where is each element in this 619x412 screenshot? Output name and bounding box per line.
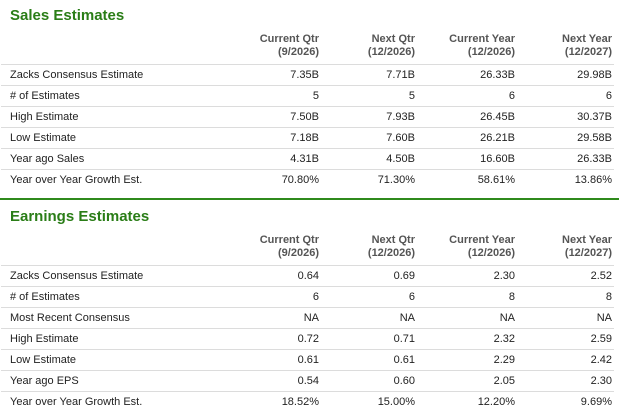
earnings-estimates-table: Current Qtr(9/2026) Next Qtr(12/2026) Cu… (1, 234, 614, 412)
cell-value: 2.05 (417, 371, 517, 392)
table-row: Year ago Sales 4.31B 4.50B 16.60B 26.33B (1, 149, 614, 170)
cell-value: 29.98B (517, 65, 614, 86)
cell-value: 6 (517, 86, 614, 107)
row-label: Year over Year Growth Est. (1, 170, 234, 191)
table-row: Zacks Consensus Estimate 7.35B 7.71B 26.… (1, 65, 614, 86)
table-header-row: Current Qtr(9/2026) Next Qtr(12/2026) Cu… (1, 234, 614, 266)
header-current-year: Current Year(12/2026) (417, 234, 517, 266)
table-row: High Estimate 0.72 0.71 2.32 2.59 (1, 329, 614, 350)
cell-value: 7.18B (234, 128, 321, 149)
cell-value: 2.42 (517, 350, 614, 371)
table-row: Low Estimate 7.18B 7.60B 26.21B 29.58B (1, 128, 614, 149)
table-row: Year ago EPS 0.54 0.60 2.05 2.30 (1, 371, 614, 392)
cell-value: 71.30% (321, 170, 417, 191)
cell-value: 18.52% (234, 392, 321, 412)
cell-value: 2.52 (517, 266, 614, 287)
cell-value: NA (417, 308, 517, 329)
cell-value: 0.61 (234, 350, 321, 371)
sales-estimates-table: Current Qtr(9/2026) Next Qtr(12/2026) Cu… (1, 33, 614, 190)
row-label: Low Estimate (1, 350, 234, 371)
row-label: Low Estimate (1, 128, 234, 149)
header-current-year: Current Year(12/2026) (417, 33, 517, 65)
cell-value: 7.60B (321, 128, 417, 149)
header-next-qtr: Next Qtr(12/2026) (321, 33, 417, 65)
header-next-qtr: Next Qtr(12/2026) (321, 234, 417, 266)
row-label: Year ago EPS (1, 371, 234, 392)
row-label: Year over Year Growth Est. (1, 392, 234, 412)
earnings-estimates-title: Earnings Estimates (0, 208, 619, 230)
cell-value: 2.30 (517, 371, 614, 392)
cell-value: 30.37B (517, 107, 614, 128)
cell-value: 7.71B (321, 65, 417, 86)
cell-value: 26.45B (417, 107, 517, 128)
header-blank (1, 234, 234, 266)
cell-value: 8 (517, 287, 614, 308)
table-row: # of Estimates 6 6 8 8 (1, 287, 614, 308)
row-label: High Estimate (1, 107, 234, 128)
cell-value: 6 (417, 86, 517, 107)
row-label: # of Estimates (1, 287, 234, 308)
cell-value: 7.93B (321, 107, 417, 128)
cell-value: 0.64 (234, 266, 321, 287)
cell-value: 12.20% (417, 392, 517, 412)
cell-value: 2.59 (517, 329, 614, 350)
row-label: Zacks Consensus Estimate (1, 266, 234, 287)
cell-value: 2.32 (417, 329, 517, 350)
cell-value: 0.72 (234, 329, 321, 350)
header-next-year: Next Year(12/2027) (517, 33, 614, 65)
table-row: High Estimate 7.50B 7.93B 26.45B 30.37B (1, 107, 614, 128)
table-row: Low Estimate 0.61 0.61 2.29 2.42 (1, 350, 614, 371)
cell-value: 8 (417, 287, 517, 308)
table-row: Year over Year Growth Est. 18.52% 15.00%… (1, 392, 614, 412)
cell-value: 0.69 (321, 266, 417, 287)
row-label: High Estimate (1, 329, 234, 350)
cell-value: NA (517, 308, 614, 329)
cell-value: 4.31B (234, 149, 321, 170)
cell-value: 29.58B (517, 128, 614, 149)
cell-value: 9.69% (517, 392, 614, 412)
cell-value: 0.71 (321, 329, 417, 350)
cell-value: 2.29 (417, 350, 517, 371)
cell-value: 5 (234, 86, 321, 107)
earnings-estimates-section: Earnings Estimates Current Qtr(9/2026) N… (0, 200, 619, 412)
header-next-year: Next Year(12/2027) (517, 234, 614, 266)
row-label: # of Estimates (1, 86, 234, 107)
cell-value: NA (321, 308, 417, 329)
cell-value: 70.80% (234, 170, 321, 191)
cell-value: 5 (321, 86, 417, 107)
cell-value: 7.50B (234, 107, 321, 128)
row-label: Year ago Sales (1, 149, 234, 170)
cell-value: 6 (321, 287, 417, 308)
row-label: Most Recent Consensus (1, 308, 234, 329)
cell-value: 26.21B (417, 128, 517, 149)
header-current-qtr: Current Qtr(9/2026) (234, 234, 321, 266)
cell-value: 2.30 (417, 266, 517, 287)
table-row: Year over Year Growth Est. 70.80% 71.30%… (1, 170, 614, 191)
sales-estimates-title: Sales Estimates (0, 7, 619, 29)
cell-value: 26.33B (417, 65, 517, 86)
cell-value: 13.86% (517, 170, 614, 191)
table-row: # of Estimates 5 5 6 6 (1, 86, 614, 107)
cell-value: 16.60B (417, 149, 517, 170)
sales-estimates-section: Sales Estimates Current Qtr(9/2026) Next… (0, 0, 619, 190)
cell-value: 7.35B (234, 65, 321, 86)
cell-value: 6 (234, 287, 321, 308)
cell-value: 0.60 (321, 371, 417, 392)
row-label: Zacks Consensus Estimate (1, 65, 234, 86)
cell-value: 0.54 (234, 371, 321, 392)
table-row: Zacks Consensus Estimate 0.64 0.69 2.30 … (1, 266, 614, 287)
table-row: Most Recent Consensus NA NA NA NA (1, 308, 614, 329)
table-header-row: Current Qtr(9/2026) Next Qtr(12/2026) Cu… (1, 33, 614, 65)
cell-value: 0.61 (321, 350, 417, 371)
header-blank (1, 33, 234, 65)
header-current-qtr: Current Qtr(9/2026) (234, 33, 321, 65)
cell-value: 58.61% (417, 170, 517, 191)
cell-value: 15.00% (321, 392, 417, 412)
cell-value: 26.33B (517, 149, 614, 170)
cell-value: NA (234, 308, 321, 329)
cell-value: 4.50B (321, 149, 417, 170)
